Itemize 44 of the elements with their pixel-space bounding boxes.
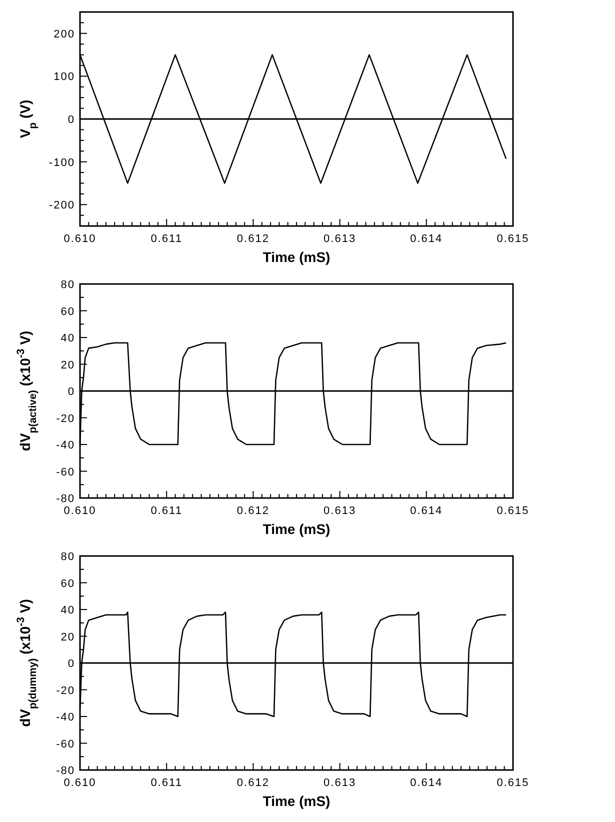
x-tick-label: 0.611: [150, 505, 182, 517]
x-tick-label: 0.615: [496, 505, 530, 517]
x-tick-label: 0.611: [150, 233, 182, 245]
x-tick-label: 0.610: [64, 777, 96, 789]
y-tick-label: 0: [68, 114, 75, 126]
x-tick-label: 0.612: [236, 505, 270, 517]
x-tick-label: 0.614: [410, 505, 443, 517]
x-tick-label: 0.612: [236, 233, 270, 245]
y-tick-label: -100: [48, 156, 75, 169]
x-axis-title: Time (mS): [262, 249, 330, 265]
y-tick-label: 40: [60, 604, 75, 616]
y-tick-label: -40: [56, 712, 75, 724]
y-tick-label: -80: [56, 765, 75, 777]
y-tick-label: -40: [56, 440, 75, 452]
y-tick-label: 100: [54, 71, 75, 84]
y-tick-label: -60: [56, 466, 75, 478]
y-tick-label: 40: [60, 332, 75, 344]
x-tick-label: 0.612: [236, 777, 270, 789]
y-tick-label: 200: [54, 28, 75, 40]
x-tick-label: 0.614: [410, 233, 443, 245]
y-tick-label: -80: [56, 493, 75, 505]
y-tick-label: -200: [48, 200, 75, 212]
y-tick-label: 0: [68, 658, 75, 670]
x-tick-label: 0.610: [64, 233, 96, 245]
y-tick-label: 80: [60, 279, 75, 291]
x-tick-label: 0.615: [496, 233, 530, 245]
x-tick-label: 0.613: [324, 777, 356, 789]
y-tick-label: 60: [60, 306, 75, 318]
y-tick-label: -20: [56, 412, 75, 425]
x-tick-label: 0.615: [496, 777, 530, 789]
y-tick-label: -60: [56, 738, 75, 750]
x-tick-label: 0.614: [410, 777, 443, 789]
x-tick-label: 0.610: [64, 505, 96, 517]
x-axis-title: Time (mS): [262, 793, 330, 809]
x-axis-title: Time (mS): [262, 521, 330, 537]
y-tick-label: 0: [68, 386, 75, 398]
y-tick-label: 20: [60, 359, 75, 372]
y-tick-label: 60: [60, 578, 75, 590]
x-tick-label: 0.611: [150, 777, 182, 789]
x-tick-label: 0.613: [324, 233, 356, 245]
y-tick-label: 80: [60, 551, 75, 563]
y-tick-label: 20: [60, 631, 75, 644]
x-tick-label: 0.613: [324, 505, 356, 517]
y-tick-label: -20: [56, 684, 75, 697]
